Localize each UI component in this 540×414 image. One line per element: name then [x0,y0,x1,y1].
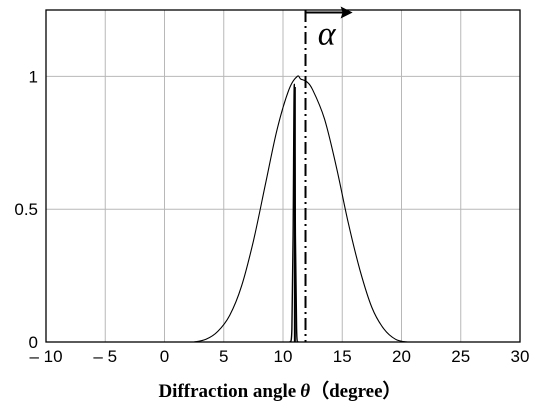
annotation: α [304,6,353,53]
x-tick-label: – 5 [93,347,117,366]
x-axis-label-unit: （degree） [310,379,401,402]
x-tick-label: 20 [392,347,411,366]
annotation-arrow-head [340,6,353,19]
x-axis-label: Diffraction angle θ（degree） [158,379,401,402]
annotation-alpha-label: α [318,16,337,53]
tick-labels: – 10 – 5 0 5 10 15 20 25 30 0 0.5 1 [14,67,529,366]
series-line-1 [193,75,408,343]
grid [46,10,520,342]
plot-frame [45,9,521,343]
x-axis-label-text: Diffraction angle [158,381,296,402]
x-tick-label: 30 [511,347,530,366]
x-axis-label-symbol: θ [300,381,310,402]
y-tick-label: 0.5 [14,200,38,219]
x-tick-label: 10 [274,347,293,366]
series-line-2 [289,83,299,343]
y-tick-label: 0 [29,333,38,352]
x-tick-label: 15 [333,347,352,366]
y-tick-label: 1 [29,67,38,86]
x-tick-label: 25 [451,347,470,366]
series-layer [193,75,408,343]
vertical-lines [293,10,307,342]
x-tick-label: 0 [160,347,169,366]
x-tick-label: – 10 [29,347,62,366]
x-tick-label: 5 [219,347,228,366]
